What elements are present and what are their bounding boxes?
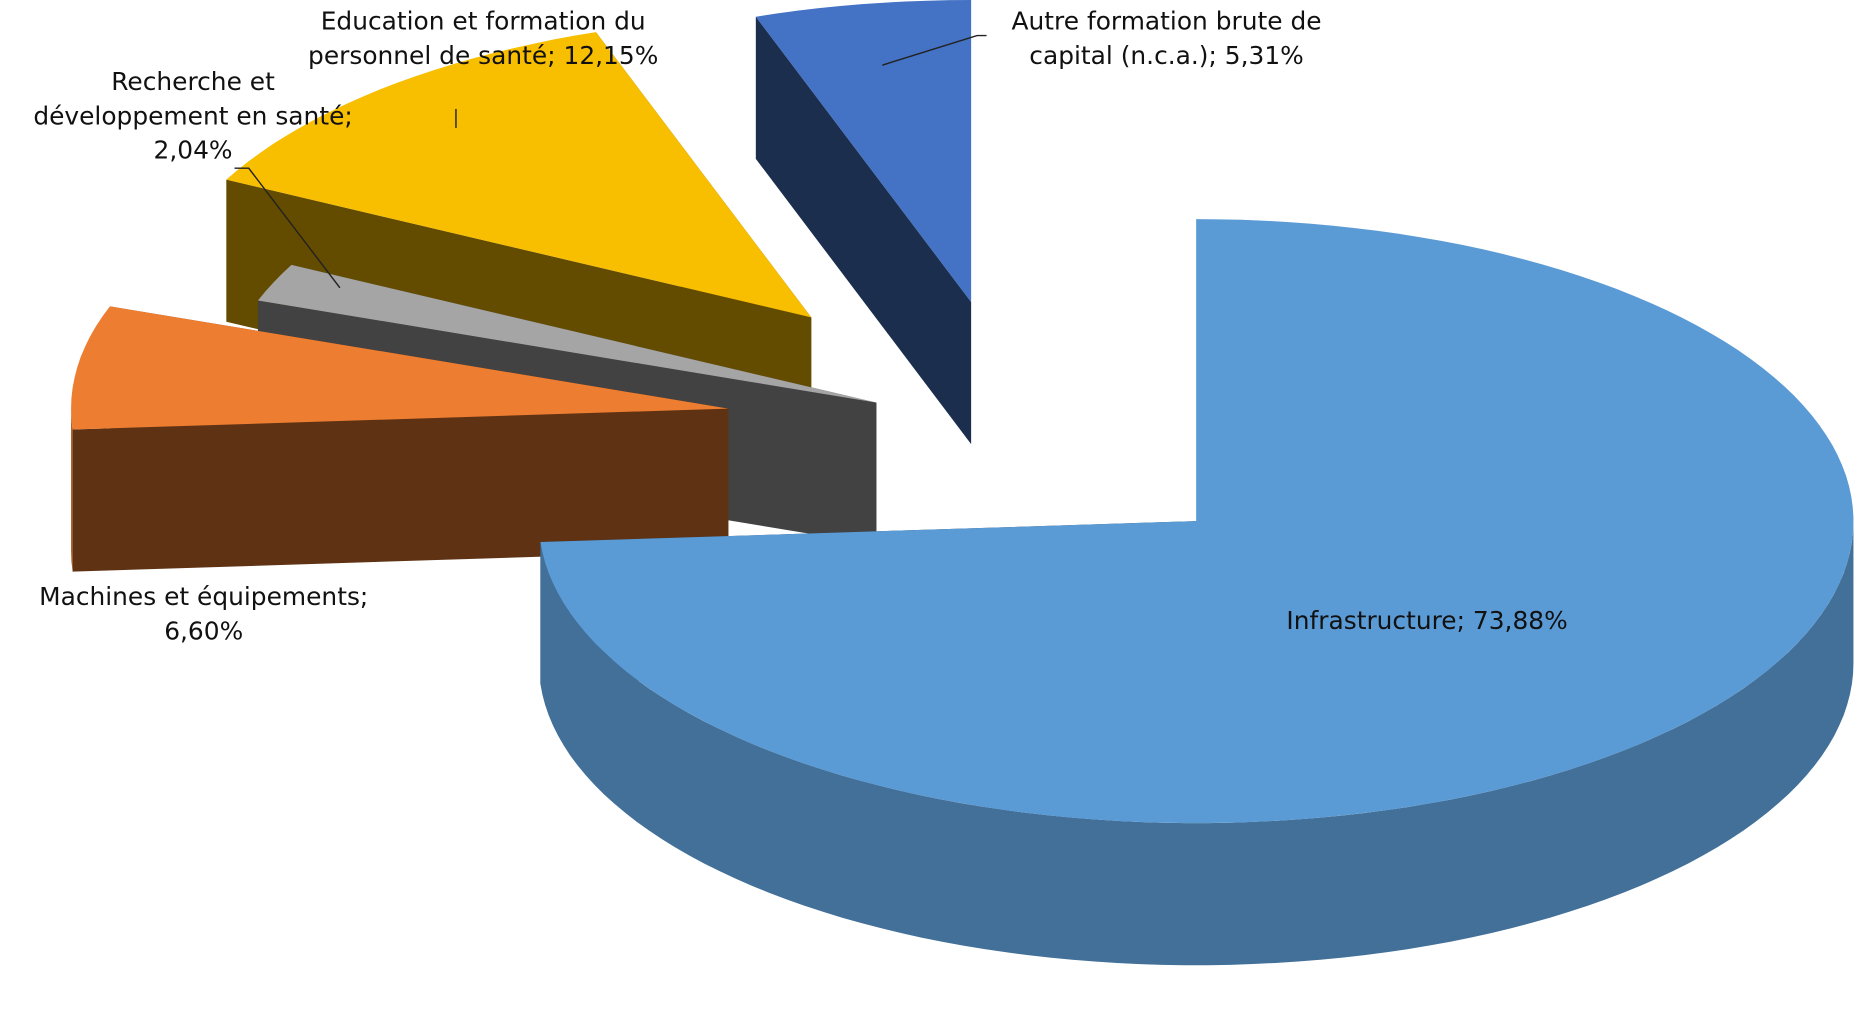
slice-wall — [71, 408, 73, 572]
slices — [71, 0, 1854, 966]
label-category: Machines et équipements — [39, 582, 360, 612]
label-separator: ; — [344, 101, 353, 131]
slice — [226, 32, 812, 318]
label-value: 5,31% — [1224, 41, 1304, 70]
data-label: Infrastructure; 73,88% — [1178, 604, 1675, 638]
label-category: Recherche et développement en santé — [33, 67, 345, 131]
label-separator: ; — [547, 41, 556, 70]
data-label: Recherche et développement en santé; 2,0… — [21, 65, 364, 168]
label-separator: ; — [1456, 606, 1465, 635]
label-value: 2,04% — [153, 136, 233, 165]
label-separator: ; — [1208, 41, 1217, 70]
data-label: Machines et équipements; 6,60% — [2, 580, 405, 649]
data-label: Autre formation brute de capital (n.c.a.… — [977, 5, 1356, 74]
leader-line — [234, 167, 341, 289]
slice — [540, 219, 1854, 824]
slice — [755, 0, 972, 302]
label-value: 6,60% — [164, 617, 244, 646]
leader-lines — [234, 34, 987, 289]
label-category: Education et formation du personnel de s… — [308, 7, 646, 70]
label-category: Autre formation brute de capital (n.c.a.… — [1011, 7, 1322, 70]
slice — [257, 264, 877, 403]
leader-line — [882, 34, 987, 66]
label-value: 12,15% — [563, 41, 659, 70]
label-value: 73,88% — [1472, 606, 1568, 635]
data-label: Education et formation du personnel de s… — [288, 5, 679, 74]
slice-wall — [540, 521, 1854, 966]
slice-side — [755, 16, 972, 445]
label-category: Infrastructure — [1286, 606, 1457, 635]
label-separator: ; — [359, 582, 369, 612]
slice — [71, 306, 729, 430]
